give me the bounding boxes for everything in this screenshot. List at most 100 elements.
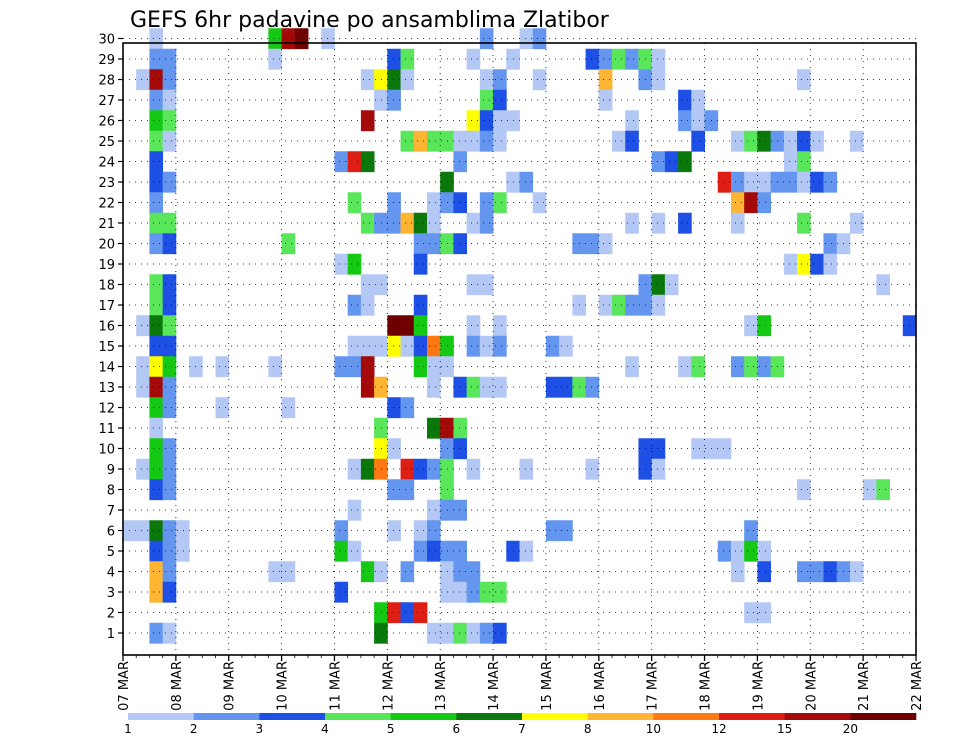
heatmap-cell xyxy=(149,356,164,378)
heatmap-cell xyxy=(426,622,441,644)
heatmap-cell xyxy=(625,294,639,316)
heatmap-cell xyxy=(413,212,428,234)
y-tick-label: 12 xyxy=(98,402,115,417)
x-tick-label: 08 MAR xyxy=(170,661,185,711)
x-axis: 07 MAR 08 MAR 09 MAR 10 MAR 11 MAR 12 MAR 13 M… xyxy=(117,655,925,711)
y-tick-label: 4 xyxy=(107,566,115,581)
heatmap-cell xyxy=(757,130,772,152)
y-tick-label: 18 xyxy=(98,279,115,294)
heatmap-cell xyxy=(598,48,613,70)
heatmap-cell xyxy=(387,69,401,91)
heatmap-cell xyxy=(149,274,164,296)
heatmap-cell xyxy=(479,212,494,234)
x-tick-label: 09 MAR xyxy=(223,661,238,711)
heatmap-cell xyxy=(162,89,177,111)
heatmap-cell xyxy=(413,253,428,275)
heatmap-cell xyxy=(664,274,679,296)
heatmap-cell xyxy=(678,212,692,234)
y-tick-label: 23 xyxy=(98,176,115,191)
heatmap-cell xyxy=(678,356,692,378)
heatmap-cell xyxy=(797,212,811,234)
heatmap-cell xyxy=(149,438,164,460)
heatmap-cell xyxy=(400,130,415,152)
heatmap-cell xyxy=(374,622,388,644)
heatmap-cell xyxy=(360,458,375,480)
heatmap-cell xyxy=(744,192,758,214)
heatmap-cell xyxy=(162,335,177,357)
heatmap-cell xyxy=(334,253,349,275)
legend-swatch xyxy=(784,713,851,720)
y-tick-label: 30 xyxy=(98,33,115,48)
legend-swatch xyxy=(850,713,917,720)
heatmap-cell xyxy=(387,438,401,460)
y-tick-label: 29 xyxy=(98,53,115,68)
heatmap-cell xyxy=(876,479,890,501)
heatmap-cell xyxy=(757,171,772,193)
heatmap-cell xyxy=(360,356,375,378)
heatmap-cell xyxy=(466,561,481,583)
heatmap-cell xyxy=(387,315,401,337)
heatmap-cell xyxy=(360,69,375,91)
heatmap-cell xyxy=(162,110,177,132)
heatmap-cell xyxy=(651,438,666,460)
y-tick-label: 10 xyxy=(98,443,115,458)
heatmap-cell xyxy=(374,602,388,624)
heatmap-cell xyxy=(400,315,415,337)
heatmap-cell xyxy=(545,520,560,542)
heatmap-cell xyxy=(585,233,600,255)
heatmap-cell xyxy=(334,356,349,378)
x-tick-label: 16 MAR xyxy=(593,661,608,711)
heatmap-cell xyxy=(598,89,613,111)
heatmap-cell xyxy=(559,520,573,542)
x-tick-label: 14 MAR xyxy=(487,661,502,711)
legend-label: 1 xyxy=(124,722,132,736)
heatmap-cell xyxy=(347,458,362,480)
heatmap-cell xyxy=(519,28,534,50)
heatmap-cell xyxy=(281,561,296,583)
heatmap-cell xyxy=(598,69,613,91)
heatmap-cell xyxy=(466,110,481,132)
heatmap-cell xyxy=(810,561,824,583)
heatmap-cell xyxy=(374,438,388,460)
heatmap-cell xyxy=(651,212,666,234)
heatmap-cell xyxy=(162,622,177,644)
x-tick-label: 22 MAR xyxy=(910,661,925,711)
legend-label: 5 xyxy=(387,722,395,736)
heatmap-cell xyxy=(400,69,415,91)
heatmap-cell xyxy=(374,335,388,357)
heatmap-cell xyxy=(149,294,164,316)
heatmap-cell xyxy=(162,294,177,316)
heatmap-cell xyxy=(374,561,388,583)
legend-swatch xyxy=(193,713,260,720)
heatmap-cell xyxy=(453,499,468,521)
heatmap-cell xyxy=(426,212,441,234)
y-tick-label: 7 xyxy=(107,504,115,519)
heatmap-cell xyxy=(466,376,481,398)
heatmap-cell xyxy=(730,192,745,214)
y-axis: 1234567891011121314151617181920212223242… xyxy=(98,33,123,642)
heatmap-cell xyxy=(479,28,494,50)
legend-label: 10 xyxy=(646,722,661,736)
heatmap-cell xyxy=(783,151,798,173)
legend-swatch xyxy=(587,713,654,720)
heatmap-cell xyxy=(823,253,838,275)
heatmap-cell xyxy=(691,89,705,111)
heatmap-cell xyxy=(612,130,626,152)
heatmap-cell xyxy=(479,581,494,603)
heatmap-cell xyxy=(757,540,772,562)
heatmap-cell xyxy=(281,28,296,50)
heatmap-cell xyxy=(162,479,177,501)
heatmap-cell xyxy=(730,171,745,193)
heatmap-cell xyxy=(651,294,666,316)
heatmap-cell xyxy=(453,561,468,583)
heatmap-cell xyxy=(387,212,401,234)
heatmap-cell xyxy=(149,212,164,234)
x-tick-label: 18 MAR xyxy=(699,661,714,711)
heatmap-cell xyxy=(783,130,798,152)
x-tick-label: 07 MAR xyxy=(117,661,132,711)
heatmap-cell xyxy=(321,28,335,50)
heatmap-cell xyxy=(810,171,824,193)
heatmap-cell xyxy=(744,356,758,378)
heatmap-cell xyxy=(493,192,507,214)
heatmap-cell xyxy=(519,540,534,562)
